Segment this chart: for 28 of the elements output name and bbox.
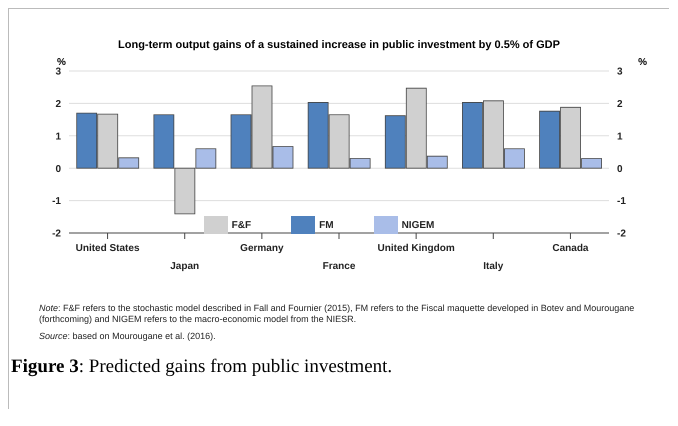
y2-tick-label: 1 [617, 131, 623, 142]
x-tick-label: United States [76, 243, 140, 254]
y-tick-label: -2 [52, 228, 62, 240]
text: Note: F&F refers to the stochastic model described in Fall and Fournier (2015), FM refers to the Fiscal maquette developed in Botev and Mourougane (forthcoming) and NIGEM refers to the macro-economic model from the NIESR. [39, 303, 636, 325]
legend-label: FM [319, 220, 334, 231]
y2-tick-label: -2 [617, 228, 626, 240]
legend-label: F&F [232, 220, 252, 231]
y-tick-label: -1 [52, 196, 62, 208]
x-tick-label: Japan [170, 261, 200, 272]
chart-title: Long-term output gains of a sustained increase in public investment by 0.5% of GDP [117, 39, 561, 51]
caption: Figure 3: Predicted gains from public investment. [11, 356, 394, 378]
y-tick-label: 1 [55, 131, 62, 142]
source-note: Source: based on Mourougane et al. (2016). [39, 331, 217, 342]
y-tick-label: 3 [55, 66, 62, 78]
y2-tick-label: 0 [617, 164, 623, 175]
y2-tick-label: 2 [617, 98, 623, 110]
x-tick-label: France [322, 261, 356, 272]
legend-label: NIGEM [402, 220, 434, 231]
y-tick-label: 2 [55, 98, 62, 110]
x-tick-label: Italy [483, 261, 504, 272]
y-axis-title: % [57, 57, 66, 68]
y2-tick-label: -1 [617, 196, 626, 208]
y-tick-label: 0 [55, 164, 62, 175]
y2-tick-label: 3 [617, 66, 623, 78]
y2-axis-title: % [638, 57, 647, 68]
x-tick-label: United Kingdom [378, 243, 455, 254]
x-tick-label: Canada [552, 243, 589, 254]
x-tick-label: Germany [240, 243, 284, 254]
